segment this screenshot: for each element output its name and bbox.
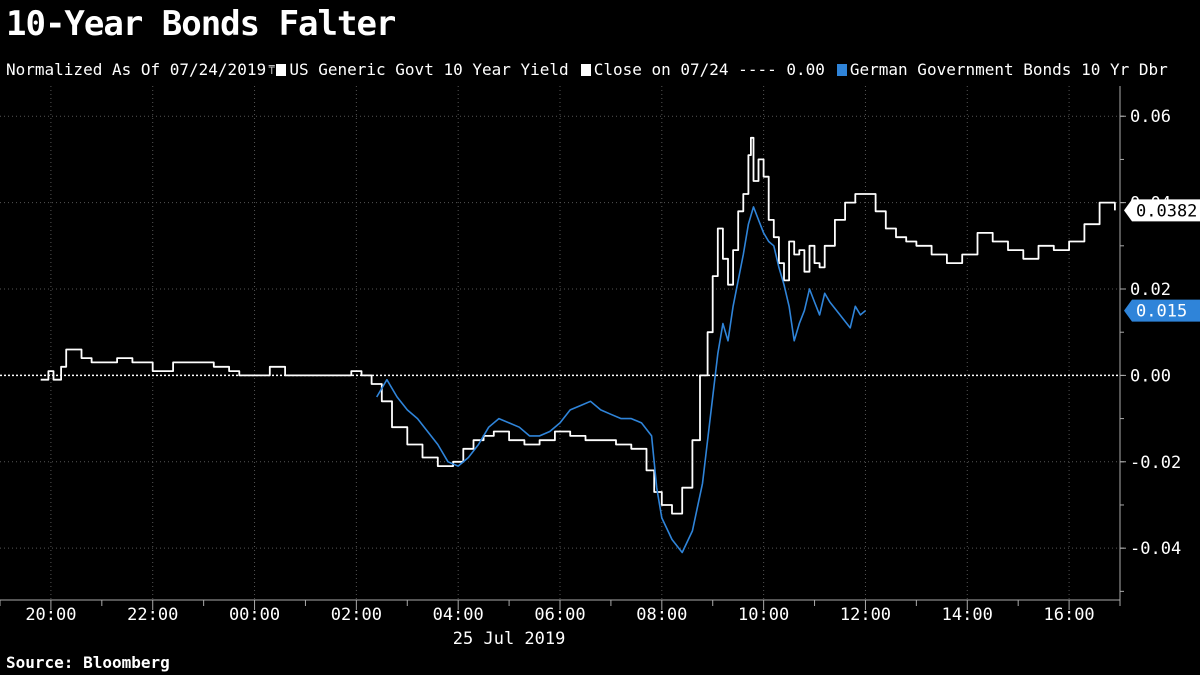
us-yield-line xyxy=(40,136,1116,515)
legend-us-label: US Generic Govt 10 Year Yield xyxy=(289,60,569,79)
german-last-value-label: 0.015 xyxy=(1136,302,1187,322)
y-tick-label: -0.02 xyxy=(1130,453,1181,473)
legend-normalized-label: Normalized As Of 07/24/2019 xyxy=(6,60,267,79)
legend-item-close: Close on 07/24 ---- 0.00 xyxy=(580,60,825,79)
source-note: Source: Bloomberg xyxy=(6,653,170,672)
legend-close-label: Close on 07/24 ---- 0.00 xyxy=(593,60,825,79)
y-tick-label: 0.02 xyxy=(1130,280,1171,300)
y-tick-label: 0.06 xyxy=(1130,107,1171,127)
y-tick-label: -0.04 xyxy=(1130,539,1181,559)
x-tick-label: 12:00 xyxy=(840,605,891,625)
x-date-label: 25 Jul 2019 xyxy=(453,629,566,649)
chart-legend: Normalized As Of 07/24/2019 ⍑ US Generic… xyxy=(6,60,1168,79)
x-tick-label: 10:00 xyxy=(738,605,789,625)
x-tick-label: 08:00 xyxy=(636,605,687,625)
x-tick-label: 20:00 xyxy=(25,605,76,625)
y-tick-label: 0.00 xyxy=(1130,366,1171,386)
german-yield-line xyxy=(376,206,867,554)
legend-close-swatch xyxy=(580,63,591,76)
german-last-value-tag xyxy=(1124,299,1200,322)
x-tick-label: 04:00 xyxy=(433,605,484,625)
chart-title: 10-Year Bonds Falter xyxy=(6,4,396,44)
x-tick-label: 06:00 xyxy=(534,605,585,625)
x-tick-label: 16:00 xyxy=(1043,605,1094,625)
x-tick-label: 02:00 xyxy=(331,605,382,625)
legend-us-swatch xyxy=(276,63,287,76)
legend-item-german: German Government Bonds 10 Yr Dbr xyxy=(836,60,1168,79)
x-tick-label: 14:00 xyxy=(942,605,993,625)
x-tick-label: 00:00 xyxy=(229,605,280,625)
legend-item-normalized: Normalized As Of 07/24/2019 ⍑ xyxy=(6,60,276,79)
x-tick-label: 22:00 xyxy=(127,605,178,625)
us-last-value-tag xyxy=(1124,199,1200,222)
legend-german-label: German Government Bonds 10 Yr Dbr xyxy=(849,60,1168,79)
pin-icon: ⍑ xyxy=(268,62,276,77)
legend-item-us: US Generic Govt 10 Year Yield xyxy=(276,60,569,79)
legend-german-swatch xyxy=(836,63,847,76)
us-last-value-label: 0.0382 xyxy=(1136,201,1197,221)
